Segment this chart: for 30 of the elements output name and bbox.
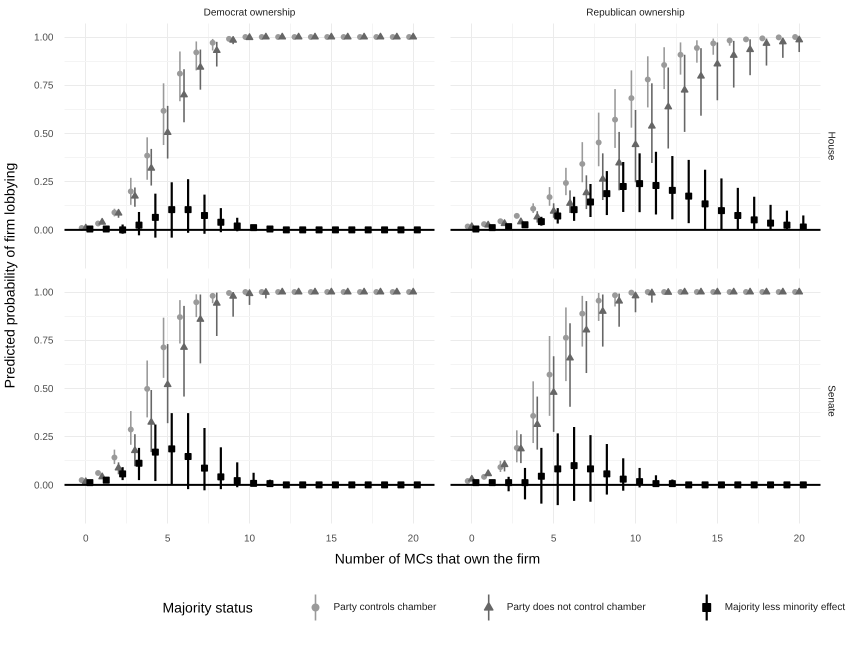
legend-label: Majority less minority effect [724, 602, 846, 613]
x-axis-title: Number of MCs that own the firm [334, 550, 540, 566]
y2-axis-title: House [826, 132, 836, 161]
x-tick-label: 15 [712, 534, 724, 544]
y-tick-label: 1.00 [34, 32, 54, 44]
legend-label: Party controls chamber [334, 602, 437, 613]
y-tick-label: 1.00 [34, 288, 54, 299]
legend-label: Party does not control chamber [506, 602, 646, 613]
x-tick-label: 10 [630, 534, 642, 544]
chart-title: Republican ownership [586, 8, 686, 18]
x-tick-label: 20 [794, 534, 806, 544]
x-tick-label: 20 [408, 534, 420, 544]
y-tick-label: 0.75 [34, 80, 54, 92]
legend-title: Majority status [162, 600, 253, 616]
chart-title: Democrat ownership [204, 8, 296, 18]
x-tick-label: 10 [244, 534, 256, 544]
x-tick-label: 5 [550, 534, 557, 544]
x-tick-label: 15 [326, 534, 338, 544]
y-tick-label: 0.25 [34, 177, 54, 188]
y-tick-label: 0.00 [34, 225, 54, 236]
y-tick-label: 0.50 [34, 128, 54, 140]
y-axis-title: Predicted probability of firm lobbying [2, 162, 18, 388]
y-tick-label: 0.00 [34, 480, 54, 492]
x-tick-label: 5 [164, 534, 171, 544]
x-tick-label: 0 [469, 534, 475, 544]
x-tick-label: 0 [83, 534, 89, 544]
y-tick-label: 0.75 [34, 336, 54, 347]
y-tick-label: 0.50 [34, 384, 54, 395]
y2-axis-title: Senate [826, 385, 836, 418]
y-tick-label: 0.25 [34, 432, 54, 444]
